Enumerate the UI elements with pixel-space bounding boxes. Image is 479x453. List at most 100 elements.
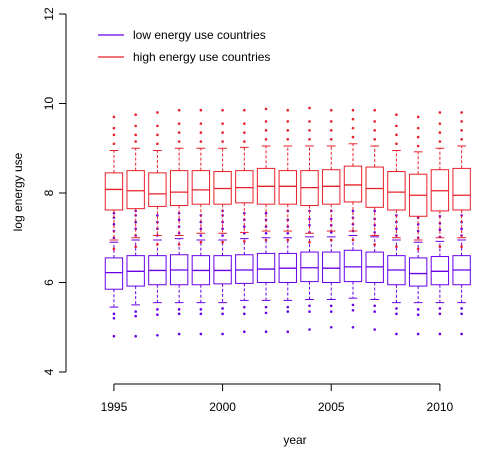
- outlier-point: [156, 142, 159, 146]
- box-low-2004: [300, 209, 319, 331]
- outlier-point: [243, 131, 246, 134]
- outlier-point: [460, 227, 463, 231]
- box-iqr: [430, 256, 450, 286]
- outlier-point: [134, 310, 137, 313]
- outlier-point: [156, 243, 159, 246]
- outlier-point: [134, 334, 137, 338]
- outlier-point: [112, 115, 116, 119]
- outlier-point: [134, 113, 137, 116]
- box-low-1998: [169, 211, 189, 336]
- outlier-point: [460, 307, 463, 310]
- outlier-point: [416, 313, 420, 317]
- outlier-point: [243, 140, 246, 143]
- outlier-point: [286, 120, 290, 123]
- outlier-point: [156, 214, 159, 217]
- outlier-point: [416, 229, 420, 233]
- box-iqr: [343, 165, 363, 203]
- outlier-point: [395, 307, 398, 310]
- outlier-point: [286, 138, 290, 141]
- outlier-point: [264, 107, 268, 111]
- outlier-point: [112, 223, 116, 226]
- outlier-point: [329, 129, 333, 132]
- outlier-point: [177, 332, 181, 336]
- x-axis-label: year: [283, 433, 306, 447]
- outlier-point: [329, 217, 333, 221]
- outlier-point: [286, 108, 290, 112]
- outlier-point: [460, 111, 463, 114]
- box-high-2006: [343, 108, 363, 242]
- box-high-1998: [169, 108, 189, 246]
- outlier-point: [177, 131, 181, 134]
- outlier-point: [373, 304, 376, 308]
- box-high-2003: [278, 108, 297, 242]
- outlier-point: [395, 245, 398, 248]
- box-high-2009: [408, 115, 428, 251]
- outlier-point: [177, 122, 181, 125]
- outlier-point: [438, 228, 442, 231]
- outlier-point: [373, 129, 376, 132]
- outlier-point: [112, 142, 116, 146]
- outlier-point: [243, 312, 246, 316]
- box-iqr: [104, 257, 124, 290]
- outlier-point: [221, 307, 224, 310]
- outlier-point: [351, 126, 355, 130]
- outlier-point: [221, 140, 224, 143]
- box-low-2003: [278, 209, 297, 334]
- box-low-1995: [104, 211, 124, 338]
- outlier-point: [243, 108, 246, 112]
- outlier-point: [286, 238, 290, 242]
- outlier-point: [134, 245, 137, 248]
- outlier-point: [395, 142, 398, 146]
- box-iqr: [235, 254, 254, 284]
- outlier-point: [329, 138, 333, 141]
- outlier-point: [156, 124, 159, 128]
- outlier-point: [460, 120, 463, 123]
- x-tick-label: 1995: [101, 400, 128, 414]
- box-iqr: [322, 169, 341, 205]
- x-tick-label: 2000: [209, 400, 236, 414]
- box-high-2004: [300, 106, 319, 244]
- outlier-point: [199, 308, 203, 311]
- outlier-point: [395, 133, 398, 137]
- outlier-point: [112, 317, 116, 320]
- box-low-2009: [408, 216, 428, 336]
- outlier-point: [351, 209, 355, 213]
- y-tick-label: 10: [42, 97, 56, 111]
- outlier-point: [438, 111, 442, 114]
- outlier-point: [373, 108, 376, 112]
- outlier-point: [329, 108, 333, 112]
- outlier-point: [264, 305, 268, 309]
- outlier-point: [416, 332, 420, 336]
- box-iqr: [452, 167, 471, 211]
- outlier-point: [199, 240, 203, 244]
- outlier-point: [156, 133, 159, 137]
- outlier-point: [373, 138, 376, 141]
- outlier-point: [264, 231, 268, 235]
- outlier-point: [177, 140, 181, 143]
- outlier-point: [177, 218, 181, 222]
- outlier-point: [177, 312, 181, 316]
- box-iqr: [278, 170, 297, 205]
- outlier-point: [177, 108, 181, 112]
- outlier-point: [134, 133, 137, 137]
- outlier-point: [351, 303, 355, 307]
- outlier-point: [286, 231, 290, 235]
- outlier-point: [308, 310, 311, 313]
- box-low-2000: [213, 209, 232, 336]
- outlier-point: [264, 211, 268, 215]
- box-iqr: [343, 249, 363, 283]
- outlier-point: [416, 247, 420, 251]
- outlier-point: [221, 312, 224, 316]
- box-high-1995: [104, 115, 124, 251]
- outlier-point: [373, 243, 376, 246]
- x-tick-label: 2005: [318, 400, 345, 414]
- outlier-point: [264, 330, 268, 334]
- outlier-point: [438, 245, 442, 248]
- outlier-point: [438, 140, 442, 143]
- box-iqr: [235, 170, 254, 204]
- box-high-1999: [191, 108, 211, 244]
- outlier-point: [351, 308, 355, 312]
- outlier-point: [286, 330, 290, 334]
- series-low: [104, 209, 471, 338]
- box-low-1999: [191, 214, 211, 336]
